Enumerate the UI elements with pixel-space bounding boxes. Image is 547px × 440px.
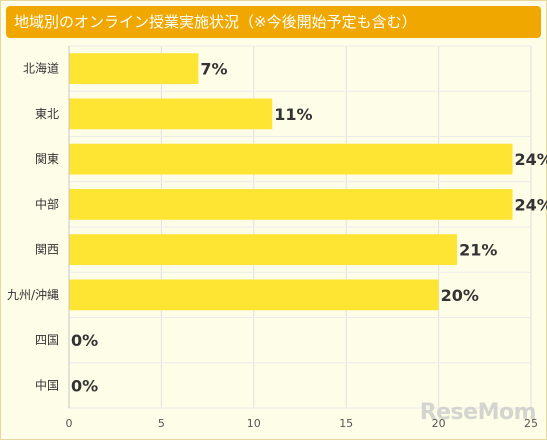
x-tick-label: 25 <box>524 417 538 430</box>
bar <box>69 234 458 266</box>
axis-layer: 0 5 10 15 20 25 <box>66 46 538 430</box>
data-label: 20% <box>441 286 479 305</box>
x-tick-label: 20 <box>432 417 446 430</box>
data-label: 0% <box>71 331 98 350</box>
bar <box>69 53 199 85</box>
data-label: 11% <box>274 105 312 124</box>
y-category-label: 東北 <box>35 107 59 121</box>
watermark-logo: ReseMom <box>419 400 537 425</box>
x-tick-label: 5 <box>158 417 165 430</box>
y-category-label: 四国 <box>35 333 59 347</box>
x-tick-label: 10 <box>247 417 261 430</box>
data-label: 24% <box>515 150 547 169</box>
y-category-label: 九州/沖縄 <box>7 287 59 302</box>
x-tick-label: 0 <box>66 417 73 430</box>
bar <box>69 279 439 311</box>
y-category-label: 関西 <box>35 243 59 257</box>
bar <box>69 143 513 175</box>
chart-title: 地域別のオンライン授業実施状況（※今後開始予定も含む） <box>6 6 541 38</box>
data-label: 21% <box>459 241 497 260</box>
y-category-label: 中国 <box>35 377 59 392</box>
bar <box>69 188 513 220</box>
y-category-label: 北海道 <box>23 61 59 76</box>
y-category-label: 関東 <box>35 152 59 166</box>
data-label: 0% <box>71 376 98 395</box>
data-label: 7% <box>200 60 227 79</box>
x-tick-label: 15 <box>339 417 353 430</box>
bar <box>69 98 273 130</box>
data-label: 24% <box>515 195 547 214</box>
bar-layer <box>69 53 513 311</box>
label-layer: 北海道 7% 東北 11% 関東 24% 中部 24% 関西 21% 九州/沖縄 20% 四国 0% 中国 0… <box>7 60 547 396</box>
y-category-label: 中部 <box>35 196 59 211</box>
